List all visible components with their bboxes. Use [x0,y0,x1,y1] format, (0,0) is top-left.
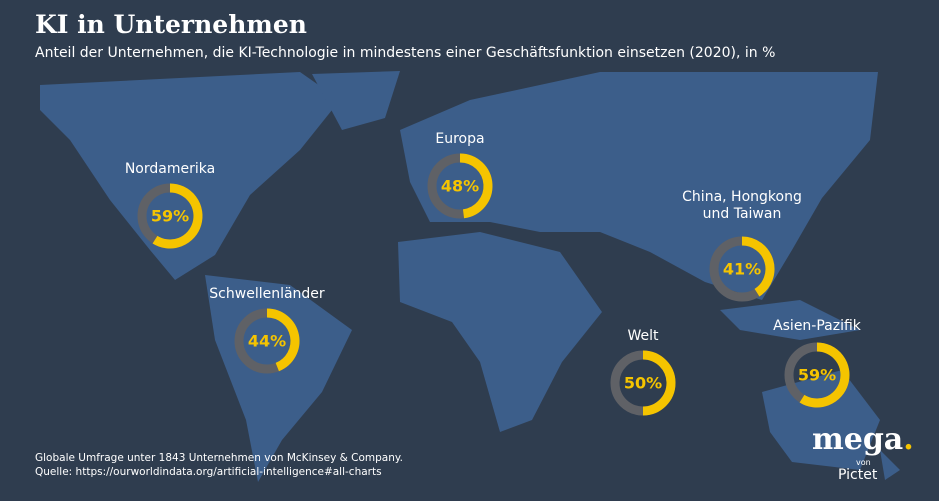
region-label: Schwellenländer [209,286,325,302]
region-label: Welt [627,328,659,344]
note: Quelle: https://ourworldindata.org/artif… [35,466,382,478]
title: KI in Unternehmen [35,10,307,39]
logo-brand: mega [812,422,904,457]
logo-dot: . [903,422,914,457]
logo-von: von [856,458,871,467]
value-label: 59% [151,207,189,226]
donut-arc [642,350,676,416]
donut-arc [799,342,850,408]
value-label: 50% [624,374,662,393]
value-label: 44% [248,332,286,351]
value-label: 41% [723,260,761,279]
subtitle: Anteil der Unternehmen, die KI-Technolog… [35,45,776,61]
donut-arc [266,308,300,372]
donut-arc [741,236,775,297]
logo: mega. [812,422,914,457]
region-label: Asien-Pazifik [773,318,861,334]
logo-owner: Pictet [838,467,878,483]
region-label: China, Hongkong und Taiwan [682,189,802,222]
region-label: Nordamerika [124,161,216,177]
value-label: 48% [441,177,479,196]
donut-arc [459,153,493,219]
region-label: Europa [435,131,485,147]
value-label: 59% [798,366,836,385]
donut-arc [152,183,203,249]
note: Globale Umfrage unter 1843 Unternehmen v… [35,452,403,464]
